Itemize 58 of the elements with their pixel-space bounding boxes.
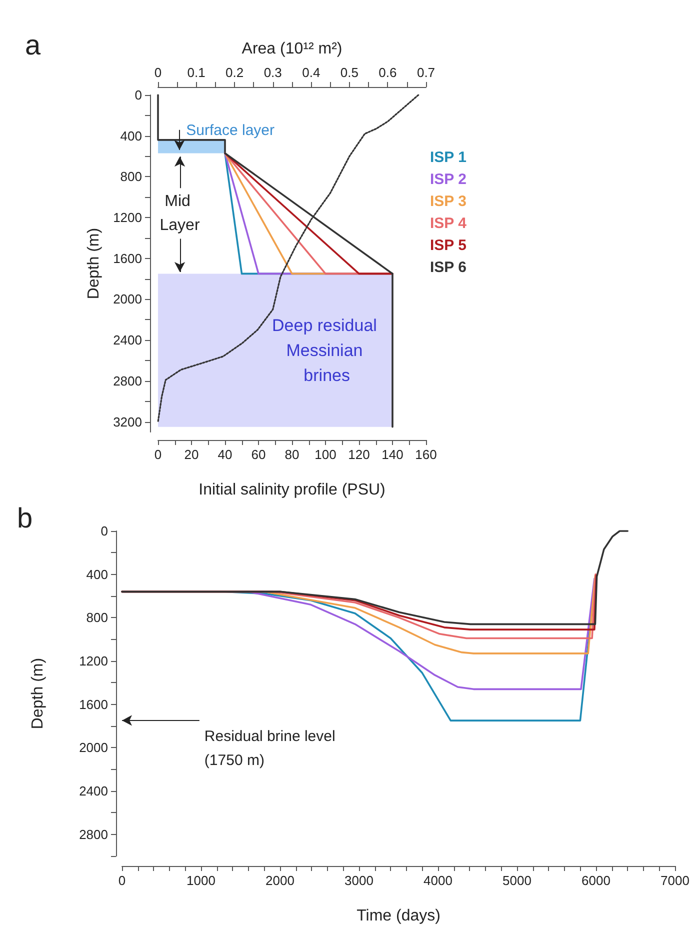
x-tick-label: 60: [251, 447, 266, 462]
x2-tick-label: 0: [154, 65, 162, 80]
x2-tick-label: 0.1: [187, 65, 206, 80]
y-tick-label: 1600: [113, 250, 142, 266]
y-tick-label: 800: [120, 169, 142, 184]
x2-tick-label: 0.4: [302, 65, 320, 80]
x-tick-label: 6000: [582, 873, 610, 888]
y-tick-label: 1200: [113, 210, 142, 226]
y-tick-label: 2000: [113, 292, 142, 307]
text: ISP 6: [430, 259, 466, 276]
x2-tick-label: 0.2: [226, 65, 244, 80]
x-tick-label: 5000: [502, 873, 532, 888]
x2-tick-label: 0.7: [416, 65, 436, 80]
y-tick-label: 1200: [79, 654, 108, 668]
y-tick-label: 400: [86, 566, 108, 582]
y-axis-title: Depth (m): [86, 228, 102, 300]
x2-tick-label: 0.5: [340, 65, 358, 80]
x-tick-label: 1000: [186, 873, 216, 888]
x2-axis-title: Area (10¹² m²): [242, 40, 342, 58]
x2-tick-label: 0.6: [378, 65, 397, 80]
band-label: Deep residual Messinian brines: [272, 316, 382, 385]
text: ISP 2: [430, 171, 466, 188]
y-tick-label: 0: [134, 88, 142, 102]
y-tick-label: 2800: [79, 826, 108, 842]
x-tick-label: 40: [218, 447, 232, 462]
x-tick-label: 160: [415, 447, 437, 462]
x-axis-title: Time (days): [356, 908, 440, 924]
chart-title: b: [17, 502, 33, 534]
x-tick-label: 2000: [266, 873, 294, 888]
x-tick-label: 100: [314, 447, 336, 462]
y-tick-label: 400: [120, 128, 142, 144]
text: ISP 4: [430, 215, 468, 232]
x-tick-label: 4000: [424, 873, 452, 888]
y-tick-label: 2400: [113, 332, 142, 348]
x-tick-label: 7000: [660, 873, 690, 888]
x2-tick-label: 0.3: [264, 65, 282, 80]
x-tick-label: 80: [284, 447, 300, 462]
text: ISP 5: [430, 237, 466, 254]
text: ISP 1: [430, 149, 466, 166]
y-tick-label: 2800: [113, 373, 142, 388]
x-tick-label: 20: [184, 447, 199, 462]
band-label: Surface layer: [186, 122, 275, 139]
y-tick-label: 3200: [113, 414, 142, 430]
x-tick-label: 3000: [344, 873, 374, 888]
y-tick-label: 800: [86, 610, 108, 626]
y-tick-label: 1600: [79, 696, 108, 712]
x-tick-label: 0: [154, 447, 162, 462]
text: ISP 3: [430, 193, 466, 210]
y-tick-label: 2000: [79, 740, 108, 756]
y-axis-title: Depth (m): [30, 658, 46, 730]
x-axis-title: Initial salinity profile (PSU): [198, 482, 386, 498]
annotation: Residual brine level (1750 m): [204, 728, 336, 769]
y-tick-label: 0: [100, 524, 108, 538]
y-tick-label: 2400: [79, 784, 108, 798]
x-tick-label: 140: [382, 447, 404, 462]
x-tick-label: 120: [348, 447, 370, 462]
annotation: Mid Layer: [160, 192, 200, 234]
chart-title: a: [25, 30, 41, 60]
